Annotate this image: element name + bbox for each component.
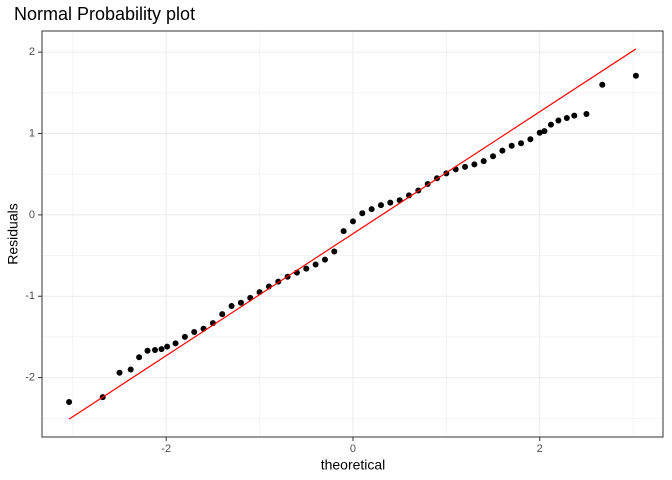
point [312,261,319,268]
point [518,140,525,147]
point [527,136,534,143]
y-tick-label: -2 [25,372,35,384]
point [555,117,562,124]
point [237,299,244,306]
x-tick-label: -2 [161,443,171,455]
point [349,218,356,225]
point [321,256,328,263]
point [563,115,570,122]
point [181,333,188,340]
point [144,347,151,354]
panel-border [41,30,664,438]
y-axis-label: Residuals [5,203,21,264]
point [116,369,123,376]
point [471,161,478,168]
point [151,346,158,353]
point [219,311,226,318]
point [387,199,394,206]
point [127,366,134,373]
point [405,192,412,199]
point [599,81,606,88]
point [499,147,506,154]
x-axis-label: theoretical [321,457,386,473]
point [172,340,179,347]
y-tick-label: 0 [29,209,35,221]
point [536,129,543,136]
point [359,210,366,217]
point [340,228,347,235]
point [331,248,338,255]
point [136,354,143,361]
point [571,112,578,119]
x-tick-label: 0 [350,443,356,455]
y-tick-label: 1 [29,127,35,139]
point [66,399,73,406]
point [368,206,375,213]
point [547,121,554,128]
point [462,163,469,170]
point [583,110,590,117]
point [632,72,639,79]
point [228,303,235,310]
point [541,128,548,135]
point [377,202,384,209]
point [490,153,497,160]
point [191,329,198,336]
reference-line [68,48,637,420]
point [480,158,487,165]
point [164,343,171,350]
y-tick-label: -1 [25,290,35,302]
point [158,346,165,353]
y-tick-label: 2 [29,46,35,58]
point [303,265,310,272]
chart-title: Normal Probability plot [14,4,195,24]
point [508,142,515,149]
x-tick-label: 2 [537,443,543,455]
